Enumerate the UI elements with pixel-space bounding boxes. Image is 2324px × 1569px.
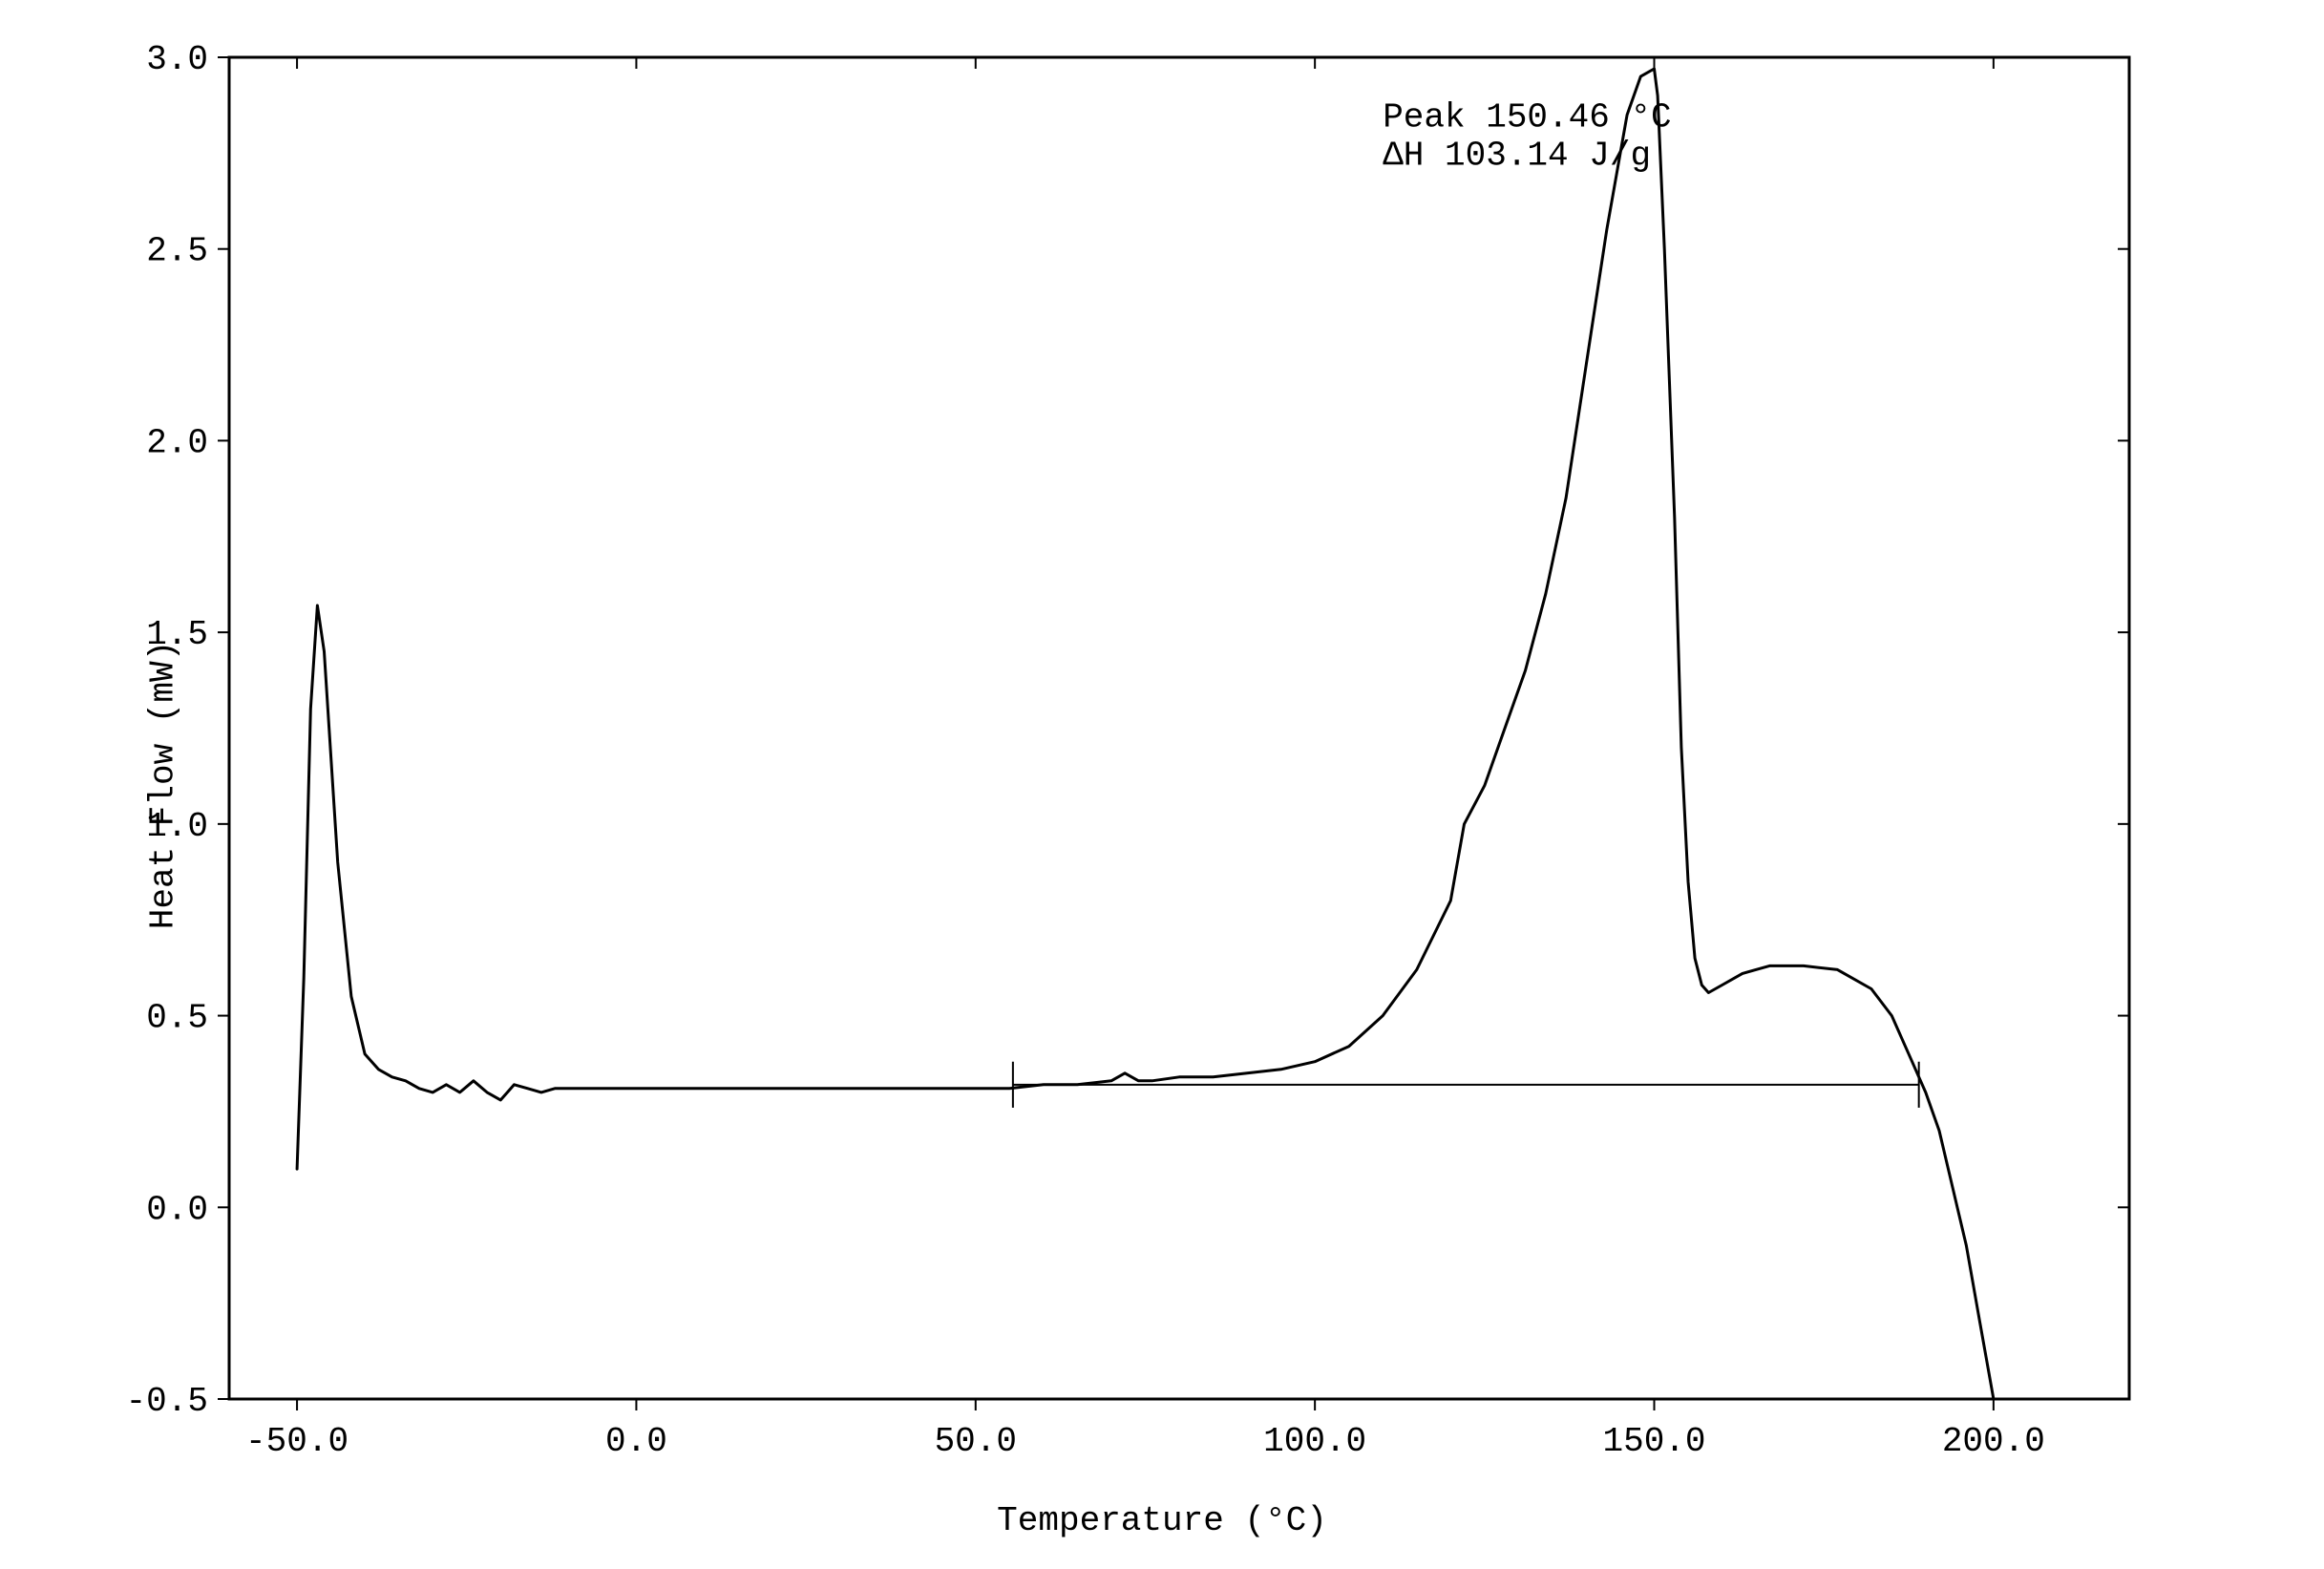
y-tick-label: 2.5 [146, 232, 208, 271]
y-tick-label: 1.5 [146, 615, 208, 654]
x-tick-label: 0.0 [605, 1422, 667, 1461]
plot-frame [229, 57, 2129, 1399]
peak-annotation-line1: Peak 150.46 °C [1383, 97, 1671, 137]
page: Heat Flow (mW) Temperature (°C) -0.50.00… [0, 0, 2324, 1569]
y-tick-label: 0.5 [146, 999, 208, 1038]
x-tick-label: -50.0 [245, 1422, 349, 1461]
y-tick-label: 2.0 [146, 423, 208, 462]
y-tick-label: 0.0 [146, 1190, 208, 1229]
dsc-chart: -0.5 0.0 0.5 1.0 1.5 2.0 2.5 3.0 -50.0 0.0 50.0 100… [0, 0, 2324, 1569]
x-tick-label: 50.0 [935, 1422, 1017, 1461]
y-tick-label: 3.0 [146, 40, 208, 79]
x-tick-label: 200.0 [1942, 1422, 2045, 1461]
x-tick-label: 100.0 [1263, 1422, 1366, 1461]
y-tick-label: -0.5 [126, 1382, 208, 1421]
x-tick-label: 150.0 [1602, 1422, 1705, 1461]
peak-annotation-line2: ΔH 103.14 J/g [1383, 136, 1651, 175]
y-tick-label: 1.0 [146, 807, 208, 846]
